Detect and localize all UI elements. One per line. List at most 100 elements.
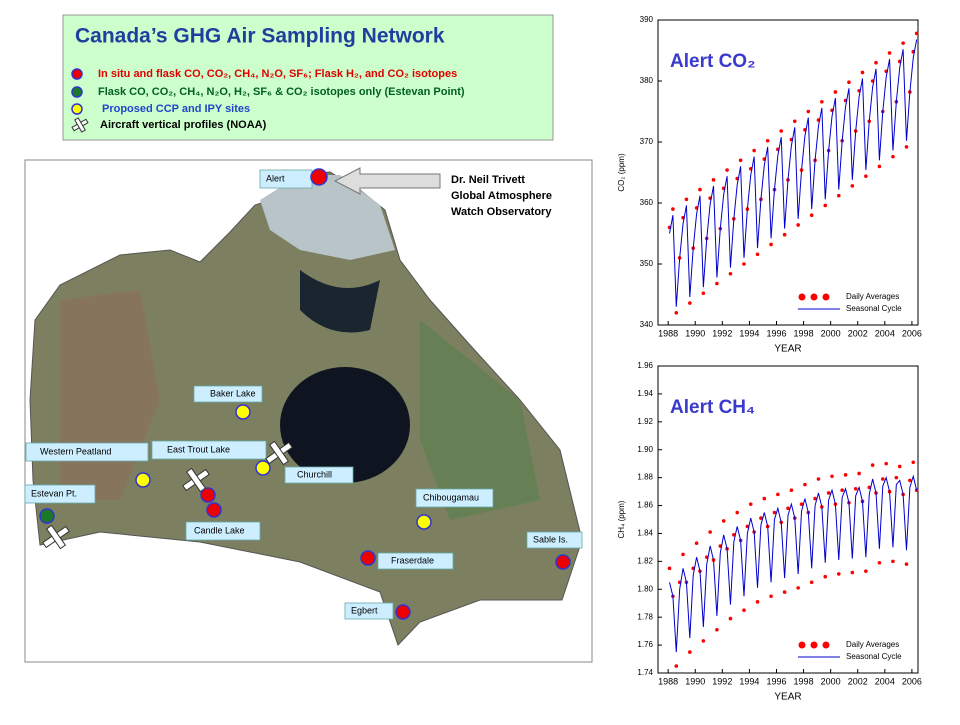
data-point xyxy=(826,491,831,495)
x-tick-label: 1988 xyxy=(658,328,678,338)
data-point xyxy=(735,510,740,515)
data-point xyxy=(830,474,834,479)
legend-icon xyxy=(71,86,83,98)
data-point xyxy=(904,145,909,149)
data-point xyxy=(742,608,746,613)
terrain xyxy=(420,320,540,520)
x-axis-label: YEAR xyxy=(774,692,801,703)
site-dot xyxy=(39,508,55,524)
site-dot xyxy=(255,460,271,476)
site-label-box xyxy=(25,442,149,462)
plane-icon xyxy=(42,524,70,550)
y-tick-label: 1.96 xyxy=(637,361,653,370)
y-tick-label: 1.78 xyxy=(637,612,653,621)
data-point xyxy=(796,586,800,590)
data-point xyxy=(782,590,787,594)
y-axis-label: CO₂ (ppm) xyxy=(617,153,626,192)
plane-icon xyxy=(182,467,210,493)
data-point xyxy=(853,487,858,491)
x-axis-label: YEAR xyxy=(774,344,801,355)
arrow xyxy=(333,167,441,195)
data-point xyxy=(765,138,770,143)
data-point xyxy=(901,41,905,45)
site-label: Alert xyxy=(266,173,285,183)
x-tick-label: 2000 xyxy=(821,328,841,338)
legend-label: Daily Averages xyxy=(846,640,899,649)
x-tick-label: 1994 xyxy=(739,328,759,338)
site-label: Candle Lake xyxy=(194,525,245,535)
legend-box-title: Canada’s GHG Air Sampling Network xyxy=(75,25,445,48)
site-label-box xyxy=(24,484,96,504)
water xyxy=(300,270,380,333)
y-tick-label: 380 xyxy=(640,76,654,85)
legend-box xyxy=(62,14,554,141)
data-point xyxy=(891,154,895,159)
data-point xyxy=(752,148,756,153)
site-dot xyxy=(555,554,571,570)
data-point xyxy=(894,475,899,480)
data-point xyxy=(684,197,689,202)
x-tick-label: 1998 xyxy=(794,328,814,338)
data-point xyxy=(840,488,844,492)
annotation: Global Atmosphere xyxy=(451,190,552,202)
y-tick-label: 370 xyxy=(640,137,654,146)
data-point xyxy=(698,187,702,192)
legend-marker xyxy=(798,293,806,301)
site-label: Fraserdale xyxy=(391,555,434,565)
data-point xyxy=(891,559,895,564)
x-tick-label: 1990 xyxy=(685,676,705,686)
y-tick-label: 360 xyxy=(640,198,654,207)
data-point xyxy=(908,478,912,483)
data-point xyxy=(850,570,855,575)
data-point xyxy=(728,271,733,276)
data-point xyxy=(823,574,828,579)
data-point xyxy=(674,311,679,315)
site-label: Baker Lake xyxy=(210,388,256,398)
site-dot xyxy=(416,514,432,530)
data-point xyxy=(671,207,675,211)
site-label: Churchill xyxy=(297,469,332,479)
y-tick-label: 350 xyxy=(640,259,654,268)
data-point xyxy=(776,492,780,497)
y-tick-label: 1.86 xyxy=(637,501,653,510)
site-label-box xyxy=(151,440,267,460)
data-point xyxy=(728,616,733,621)
site-label: Chibougamau xyxy=(423,492,479,502)
x-tick-label: 1994 xyxy=(739,676,759,686)
site-dot xyxy=(135,472,151,488)
legend-item: Flask CO, CO₂, CH₄, N₂O, H₂, SF₆ & CO₂ i… xyxy=(98,86,465,98)
site-dot xyxy=(395,604,411,620)
arctic-islands xyxy=(260,175,395,260)
site-label-box xyxy=(193,385,263,403)
annotation: Dr. Neil Trivett xyxy=(451,174,525,186)
x-tick-label: 2004 xyxy=(875,676,895,686)
y-tick-label: 1.84 xyxy=(637,529,653,538)
chart-title: Alert CO₂ xyxy=(670,51,756,72)
data-point xyxy=(809,580,814,585)
y-tick-label: 390 xyxy=(640,15,654,24)
y-tick-label: 1.82 xyxy=(637,556,653,565)
data-point xyxy=(789,488,794,492)
y-axis-label: CH₄ (ppm) xyxy=(617,500,626,538)
data-point xyxy=(870,463,875,467)
plane-icon xyxy=(265,440,293,466)
x-tick-label: 2000 xyxy=(821,676,841,686)
data-point xyxy=(860,70,865,75)
y-tick-label: 1.80 xyxy=(637,584,653,593)
data-point xyxy=(755,252,760,257)
data-point xyxy=(742,262,746,266)
x-tick-label: 1996 xyxy=(766,676,786,686)
legend-icon xyxy=(71,103,83,115)
data-point xyxy=(772,510,777,515)
site-dot xyxy=(360,550,376,566)
data-point xyxy=(904,562,909,566)
data-point xyxy=(864,174,868,178)
data-point xyxy=(806,109,811,114)
data-point xyxy=(688,650,692,654)
data-point xyxy=(914,488,919,492)
data-point xyxy=(799,502,804,506)
plot-area xyxy=(657,19,919,326)
x-tick-label: 2002 xyxy=(848,328,868,338)
data-point xyxy=(738,158,743,163)
data-point xyxy=(681,552,685,557)
